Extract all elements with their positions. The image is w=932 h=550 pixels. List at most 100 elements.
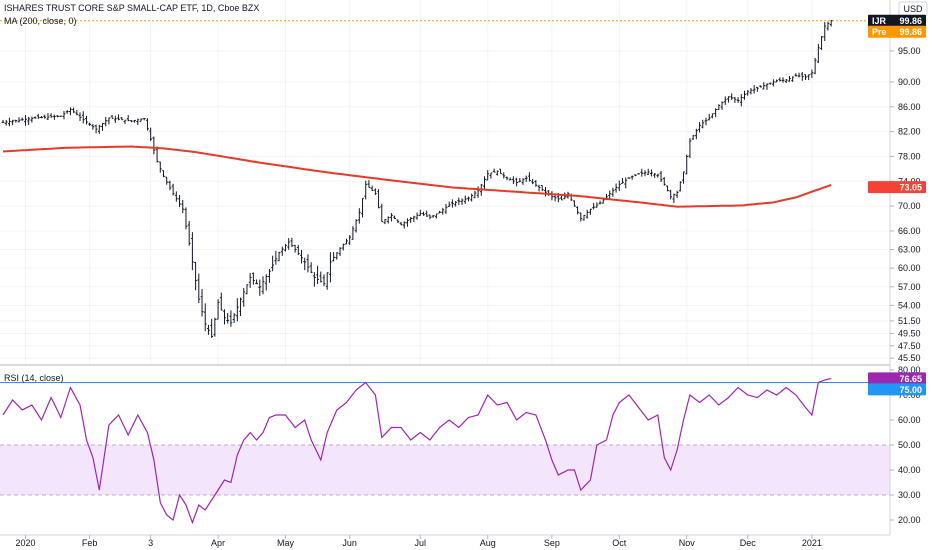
price-bar <box>27 116 31 126</box>
price-bar <box>280 246 284 256</box>
price-bar <box>383 219 387 225</box>
pre-value-text: 99.86 <box>899 27 922 37</box>
price-bar <box>457 197 461 205</box>
price-bar <box>139 118 143 122</box>
price-bar <box>515 177 518 187</box>
price-bar <box>72 107 76 114</box>
price-bar <box>370 185 374 192</box>
price-bar <box>489 172 493 179</box>
price-bar <box>203 303 207 332</box>
price-bar <box>245 284 249 295</box>
rsi-pane <box>0 377 890 525</box>
price-tick-label: 60.00 <box>898 263 921 273</box>
price-bar <box>329 252 332 283</box>
time-tick-label: Dec <box>740 538 757 548</box>
price-tick-label: 95.00 <box>898 46 921 56</box>
rsi-value-text: 76.65 <box>899 374 922 384</box>
time-axis[interactable]: 2020 Feb 3 Apr May Jun Jul Aug Sep Oct Nov Dec 2021 <box>15 535 822 548</box>
price-bar <box>65 110 69 114</box>
price-bar <box>226 312 230 324</box>
price-bar <box>415 212 419 220</box>
rsi-value-tag: 76.65 <box>868 372 926 385</box>
price-bar <box>94 124 98 134</box>
price-bar <box>197 273 201 304</box>
price-bar <box>268 268 271 283</box>
price-tick-label: 57.00 <box>898 282 921 292</box>
price-bar <box>1 119 5 123</box>
rsi-value-box <box>868 372 926 385</box>
price-tick-label: 54.00 <box>898 300 921 310</box>
price-bar <box>123 119 127 124</box>
price-bar <box>232 313 236 323</box>
price-bar <box>49 113 53 118</box>
price-bar <box>524 175 528 182</box>
rsi-indicator-label[interactable]: RSI (14, close) <box>4 373 64 383</box>
price-tick-label: 49.50 <box>898 328 921 338</box>
price-bar <box>614 183 618 193</box>
price-bar <box>213 317 217 337</box>
rsi-tick-label: 40.00 <box>898 465 921 475</box>
price-bar <box>306 254 310 273</box>
price-bar <box>309 262 313 274</box>
price-bar <box>303 257 307 271</box>
price-bar <box>296 244 300 256</box>
ma-200-line <box>2 145 832 208</box>
price-bar <box>335 252 339 260</box>
time-tick-label: Oct <box>612 538 627 548</box>
price-bar <box>341 243 345 251</box>
price-bar <box>434 213 438 219</box>
price-bar <box>483 176 486 189</box>
price-bar <box>495 170 499 176</box>
price-bar <box>672 193 676 204</box>
price-bar <box>412 215 416 223</box>
price-bar <box>348 235 352 246</box>
price-bar <box>133 119 137 123</box>
price-bar <box>271 255 275 272</box>
price-bar <box>181 199 185 214</box>
price-bar <box>81 111 85 124</box>
price-tick-label: 70.00 <box>898 201 921 211</box>
price-bar <box>447 201 451 207</box>
price-bar <box>820 36 823 50</box>
price-bar <box>390 213 393 222</box>
price-bar <box>505 176 509 181</box>
price-bar <box>194 261 197 291</box>
currency-label: USD <box>903 4 923 14</box>
price-bar <box>691 135 695 140</box>
rsi-level-tag: 75.00 <box>868 383 926 396</box>
price-bar <box>207 324 210 335</box>
price-bar <box>210 318 214 338</box>
price-bar <box>255 279 258 285</box>
time-tick-label: May <box>277 538 295 548</box>
price-bar <box>229 310 233 327</box>
pre-label-text: Pre <box>872 27 887 37</box>
price-bar <box>351 226 355 240</box>
price-bar <box>11 119 15 126</box>
price-bar <box>190 232 194 271</box>
price-bar <box>287 238 291 250</box>
price-bar <box>117 114 120 121</box>
price-bar <box>258 279 262 296</box>
price-bar <box>589 208 592 215</box>
price-bar <box>107 117 111 125</box>
price-bar <box>104 116 108 127</box>
price-bar <box>553 195 557 202</box>
price-bar <box>219 292 223 311</box>
price-tick-label: 45.50 <box>898 353 921 363</box>
price-bar <box>223 309 226 325</box>
price-bar <box>142 118 146 121</box>
price-bar <box>97 124 101 134</box>
price-bar <box>357 208 361 224</box>
price-bar <box>810 69 814 78</box>
price-bar <box>46 112 50 121</box>
price-bar <box>152 136 156 155</box>
price-bar <box>40 116 43 119</box>
price-bar <box>178 194 181 207</box>
price-bar <box>717 104 721 111</box>
price-bar <box>714 108 718 118</box>
price-bar <box>428 214 432 220</box>
price-bar <box>110 115 114 119</box>
price-bar <box>781 77 785 83</box>
ma-indicator-label[interactable]: MA (200, close, 0) <box>4 16 77 26</box>
price-tick-label: 66.00 <box>898 226 921 236</box>
